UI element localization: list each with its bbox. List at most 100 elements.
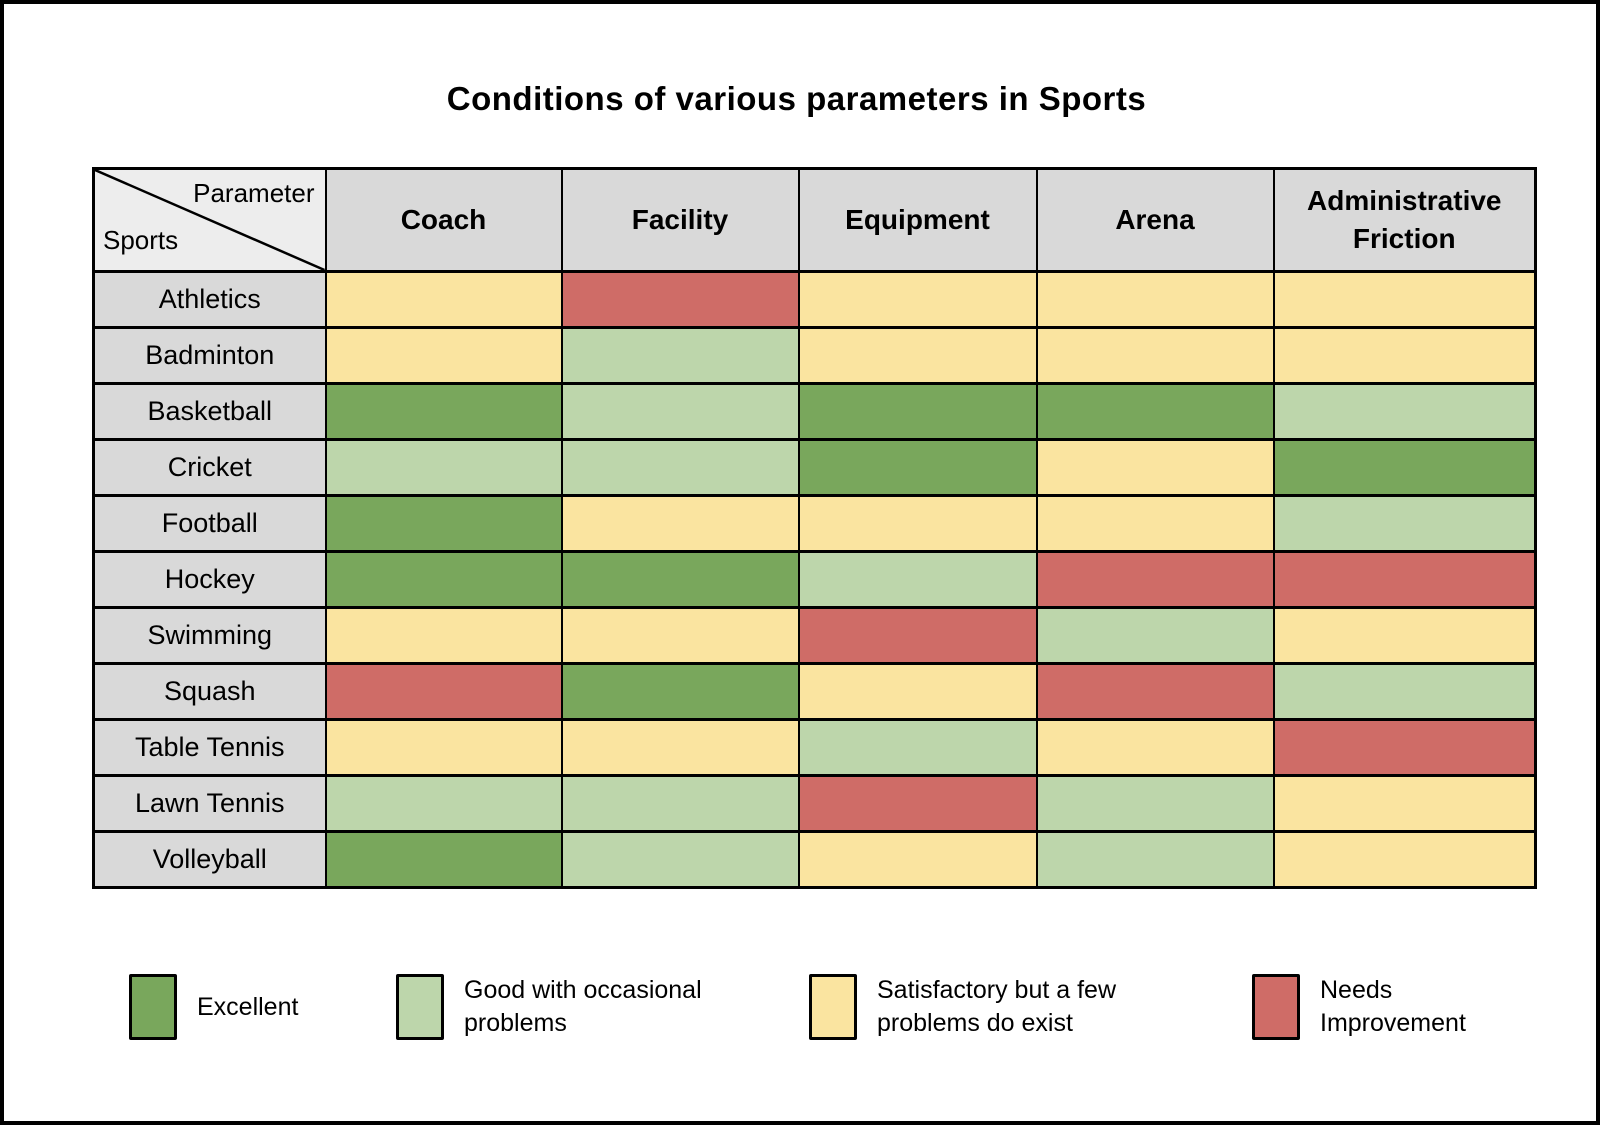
- rating-cell-needs-improvement: [1035, 662, 1275, 721]
- legend-label-good: Good with occasional problems: [464, 976, 702, 1037]
- rating-cell-satisfactory: [560, 606, 800, 665]
- rating-cell-satisfactory: [797, 326, 1038, 385]
- rating-cell-good: [560, 438, 800, 497]
- rating-cell-satisfactory: [1035, 270, 1275, 329]
- rating-cell-needs-improvement: [1272, 550, 1537, 609]
- rating-cell-excellent: [560, 662, 800, 721]
- rating-cell-satisfactory: [1035, 326, 1275, 385]
- corner-parameter-label: Parameter: [193, 178, 315, 208]
- legend-swatch-excellent: [129, 974, 177, 1040]
- table-row: Cricket: [92, 438, 1537, 497]
- table-row: Football: [92, 494, 1537, 553]
- legend-swatch-satisfactory: [809, 974, 857, 1040]
- rating-cell-satisfactory: [324, 606, 563, 665]
- rating-cell-satisfactory: [324, 718, 563, 777]
- rating-cell-good: [324, 438, 563, 497]
- sport-row-label: Football: [92, 494, 327, 553]
- sport-row-label: Squash: [92, 662, 327, 721]
- conditions-table: Parameter Sports Coach Facility Equipmen…: [92, 167, 1537, 889]
- table-row: Badminton: [92, 326, 1537, 385]
- table-body: Athletics Badminton Basketball Cricket Footb…: [92, 270, 1537, 889]
- table-row: Hockey: [92, 550, 1537, 609]
- rating-cell-excellent: [797, 438, 1038, 497]
- legend-label-excellent: Excellent: [197, 992, 299, 1021]
- corner-sports-label: Sports: [103, 225, 179, 255]
- column-header-coach: Coach: [324, 167, 563, 273]
- sport-row-label: Volleyball: [92, 830, 327, 889]
- rating-cell-excellent: [324, 382, 563, 441]
- rating-cell-satisfactory: [1272, 606, 1537, 665]
- rating-cell-excellent: [324, 830, 563, 889]
- rating-cell-good: [1272, 662, 1537, 721]
- rating-cell-satisfactory: [1272, 774, 1537, 833]
- legend-item-excellent: Excellent: [129, 962, 298, 1052]
- rating-cell-excellent: [560, 550, 800, 609]
- rating-cell-satisfactory: [560, 494, 800, 553]
- table-row: Athletics: [92, 270, 1537, 329]
- rating-cell-good: [1272, 382, 1537, 441]
- rating-cell-needs-improvement: [560, 270, 800, 329]
- rating-cell-satisfactory: [1272, 830, 1537, 889]
- rating-cell-good: [797, 550, 1038, 609]
- table-row: Squash: [92, 662, 1537, 721]
- table-row: Basketball: [92, 382, 1537, 441]
- rating-cell-satisfactory: [324, 326, 563, 385]
- column-header-equipment: Equipment: [797, 167, 1038, 273]
- rating-cell-needs-improvement: [1035, 550, 1275, 609]
- rating-cell-excellent: [1272, 438, 1537, 497]
- table-row: Table Tennis: [92, 718, 1537, 777]
- rating-cell-good: [1035, 774, 1275, 833]
- legend-label-needs-improvement: Needs Improvement: [1320, 976, 1466, 1037]
- rating-cell-satisfactory: [797, 270, 1038, 329]
- rating-cell-satisfactory: [797, 494, 1038, 553]
- table-row: Swimming: [92, 606, 1537, 665]
- rating-cell-needs-improvement: [797, 774, 1038, 833]
- rating-cell-satisfactory: [1035, 438, 1275, 497]
- rating-cell-satisfactory: [560, 718, 800, 777]
- page-title: Conditions of various parameters in Spor…: [446, 80, 1147, 117]
- rating-cell-satisfactory: [1035, 494, 1275, 553]
- column-header-arena: Arena: [1035, 167, 1275, 273]
- sport-row-label: Badminton: [92, 326, 327, 385]
- header-row: Parameter Sports Coach Facility Equipmen…: [92, 167, 1537, 273]
- sport-row-label: Hockey: [92, 550, 327, 609]
- rating-cell-satisfactory: [324, 270, 563, 329]
- rating-cell-needs-improvement: [797, 606, 1038, 665]
- rating-cell-good: [1035, 830, 1275, 889]
- legend-label-satisfactory: Satisfactory but a few problems do exist: [877, 976, 1117, 1037]
- table-row: Lawn Tennis: [92, 774, 1537, 833]
- rating-cell-good: [560, 326, 800, 385]
- rating-cell-excellent: [324, 494, 563, 553]
- diagonal-divider-line: [95, 170, 325, 270]
- rating-cell-satisfactory: [1035, 718, 1275, 777]
- rating-cell-good: [560, 774, 800, 833]
- sport-row-label: Basketball: [92, 382, 327, 441]
- legend-swatch-needs-improvement: [1252, 974, 1300, 1040]
- rating-cell-excellent: [797, 382, 1038, 441]
- legend-item-good: Good with occasional problems: [396, 962, 722, 1052]
- rating-cell-satisfactory: [1272, 326, 1537, 385]
- legend: Excellent Good with occasional problems …: [4, 962, 1596, 1072]
- sport-row-label: Cricket: [92, 438, 327, 497]
- rating-cell-excellent: [1035, 382, 1275, 441]
- legend-swatch-good: [396, 974, 444, 1040]
- rating-cell-good: [560, 830, 800, 889]
- column-header-facility: Facility: [560, 167, 800, 273]
- sport-row-label: Athletics: [92, 270, 327, 329]
- rating-cell-good: [560, 382, 800, 441]
- rating-cell-good: [797, 718, 1038, 777]
- sport-row-label: Lawn Tennis: [92, 774, 327, 833]
- rating-cell-satisfactory: [797, 830, 1038, 889]
- rating-cell-satisfactory: [1272, 270, 1537, 329]
- rating-cell-good: [324, 774, 563, 833]
- rating-cell-excellent: [324, 550, 563, 609]
- table-row: Volleyball: [92, 830, 1537, 889]
- corner-cell: Parameter Sports: [92, 167, 327, 273]
- legend-item-satisfactory: Satisfactory but a few problems do exist: [809, 962, 1145, 1052]
- rating-cell-good: [1035, 606, 1275, 665]
- rating-cell-needs-improvement: [1272, 718, 1537, 777]
- rating-cell-good: [1272, 494, 1537, 553]
- rating-cell-satisfactory: [797, 662, 1038, 721]
- sport-row-label: Swimming: [92, 606, 327, 665]
